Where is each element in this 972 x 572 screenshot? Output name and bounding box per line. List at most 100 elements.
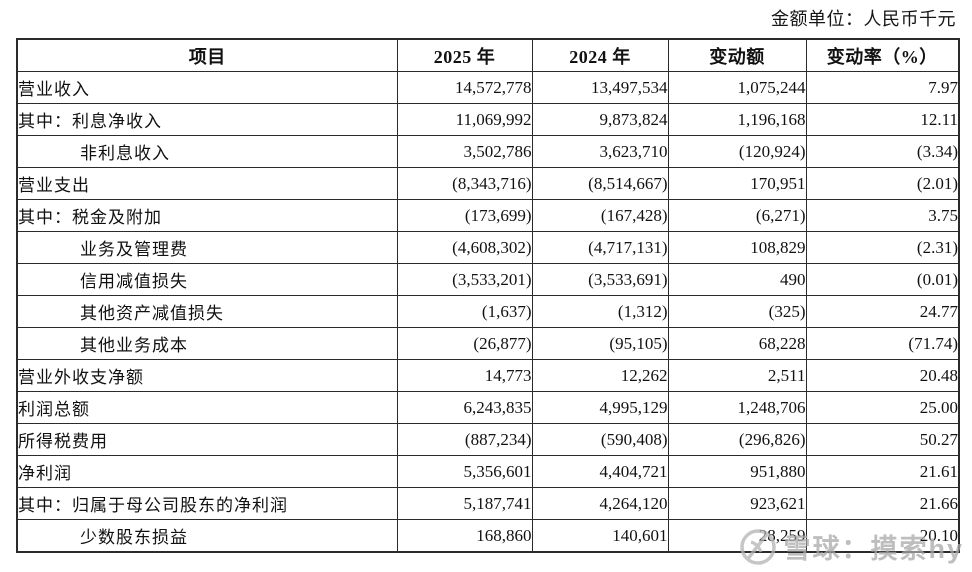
table-header-row: 项目 2025 年 2024 年 变动额 变动率（%） [16,38,960,72]
row-change-value: 923,621 [667,487,807,520]
row-change-rate: 50.27 [805,423,960,456]
row-change-value: 28,259 [667,519,807,553]
row-item-label: 其他资产减值损失 [16,295,398,328]
row-value-2025: 6,243,835 [396,391,533,424]
row-value-2025: (26,877) [396,327,533,360]
row-item-label: 信用减值损失 [16,263,398,296]
row-item-label: 净利润 [16,455,398,488]
column-header-item: 项目 [16,38,398,72]
table-body: 营业收入 14,572,778 13,497,534 1,075,244 7.9… [16,71,960,553]
row-item-label: 营业支出 [16,167,398,200]
row-value-2024: (8,514,667) [531,167,669,200]
row-value-2025: 168,860 [396,519,533,553]
row-value-2025: (1,637) [396,295,533,328]
row-value-2024: 4,264,120 [531,487,669,520]
row-item-label: 少数股东损益 [16,519,398,553]
row-value-2024: 12,262 [531,359,669,392]
row-change-rate: (0.01) [805,263,960,296]
table-row: 净利润 5,356,601 4,404,721 951,880 21.61 [16,455,960,488]
amount-unit-label: 金额单位：人民币千元 [771,9,956,29]
row-value-2025: 5,187,741 [396,487,533,520]
row-change-value: 1,196,168 [667,103,807,136]
row-change-value: 1,248,706 [667,391,807,424]
row-value-2025: 11,069,992 [396,103,533,136]
column-header-2025: 2025 年 [396,38,533,72]
row-change-value: 951,880 [667,455,807,488]
row-item-label: 营业外收支净额 [16,359,398,392]
row-change-value: 68,228 [667,327,807,360]
table-row: 营业支出 (8,343,716) (8,514,667) 170,951 (2.… [16,167,960,200]
table-row: 少数股东损益 168,860 140,601 28,259 20.10 [16,519,960,553]
row-change-rate: 21.61 [805,455,960,488]
row-item-label: 利润总额 [16,391,398,424]
table-row: 非利息收入 3,502,786 3,623,710 (120,924) (3.3… [16,135,960,168]
row-value-2024: (167,428) [531,199,669,232]
row-item-label: 其中：税金及附加 [16,199,398,232]
table-row: 所得税费用 (887,234) (590,408) (296,826) 50.2… [16,423,960,456]
column-header-2024: 2024 年 [531,38,669,72]
table-row: 信用减值损失 (3,533,201) (3,533,691) 490 (0.01… [16,263,960,296]
row-change-value: 170,951 [667,167,807,200]
table-row: 业务及管理费 (4,608,302) (4,717,131) 108,829 (… [16,231,960,264]
table-row: 利润总额 6,243,835 4,995,129 1,248,706 25.00 [16,391,960,424]
row-change-rate: (71.74) [805,327,960,360]
row-value-2024: 13,497,534 [531,71,669,104]
row-change-rate: 20.48 [805,359,960,392]
row-item-label: 其中：利息净收入 [16,103,398,136]
row-change-value: 1,075,244 [667,71,807,104]
row-item-label: 业务及管理费 [16,231,398,264]
row-value-2024: 3,623,710 [531,135,669,168]
row-change-value: (296,826) [667,423,807,456]
row-value-2024: (95,105) [531,327,669,360]
row-value-2025: (4,608,302) [396,231,533,264]
row-item-label: 其他业务成本 [16,327,398,360]
row-value-2024: 4,995,129 [531,391,669,424]
row-change-rate: 25.00 [805,391,960,424]
table-row: 营业外收支净额 14,773 12,262 2,511 20.48 [16,359,960,392]
row-value-2024: 9,873,824 [531,103,669,136]
row-change-rate: (3.34) [805,135,960,168]
table-row: 其他业务成本 (26,877) (95,105) 68,228 (71.74) [16,327,960,360]
income-statement-table: 项目 2025 年 2024 年 变动额 变动率（%） 营业收入 14,572,… [16,38,960,553]
table-row: 其中：利息净收入 11,069,992 9,873,824 1,196,168 … [16,103,960,136]
row-value-2024: (3,533,691) [531,263,669,296]
row-change-rate: 3.75 [805,199,960,232]
row-change-value: (325) [667,295,807,328]
table-row: 其中：税金及附加 (173,699) (167,428) (6,271) 3.7… [16,199,960,232]
row-value-2025: 5,356,601 [396,455,533,488]
row-item-label: 营业收入 [16,71,398,104]
row-change-value: 2,511 [667,359,807,392]
column-header-change: 变动额 [667,38,807,72]
row-change-rate: 7.97 [805,71,960,104]
row-value-2025: 3,502,786 [396,135,533,168]
row-value-2024: 4,404,721 [531,455,669,488]
row-change-rate: (2.01) [805,167,960,200]
row-change-value: 490 [667,263,807,296]
table-row: 其中：归属于母公司股东的净利润 5,187,741 4,264,120 923,… [16,487,960,520]
row-value-2024: (4,717,131) [531,231,669,264]
row-change-rate: (2.31) [805,231,960,264]
row-change-value: 108,829 [667,231,807,264]
row-value-2025: (8,343,716) [396,167,533,200]
table-row: 其他资产减值损失 (1,637) (1,312) (325) 24.77 [16,295,960,328]
row-value-2025: (173,699) [396,199,533,232]
row-item-label: 其中：归属于母公司股东的净利润 [16,487,398,520]
row-change-rate: 20.10 [805,519,960,553]
column-header-change-rate: 变动率（%） [805,38,960,72]
row-change-value: (6,271) [667,199,807,232]
row-value-2024: (590,408) [531,423,669,456]
row-change-rate: 21.66 [805,487,960,520]
row-change-rate: 12.11 [805,103,960,136]
table-row: 营业收入 14,572,778 13,497,534 1,075,244 7.9… [16,71,960,104]
row-value-2025: (887,234) [396,423,533,456]
row-value-2025: 14,773 [396,359,533,392]
row-value-2025: 14,572,778 [396,71,533,104]
row-change-rate: 24.77 [805,295,960,328]
row-item-label: 非利息收入 [16,135,398,168]
row-change-value: (120,924) [667,135,807,168]
row-value-2024: (1,312) [531,295,669,328]
row-value-2025: (3,533,201) [396,263,533,296]
row-value-2024: 140,601 [531,519,669,553]
row-item-label: 所得税费用 [16,423,398,456]
